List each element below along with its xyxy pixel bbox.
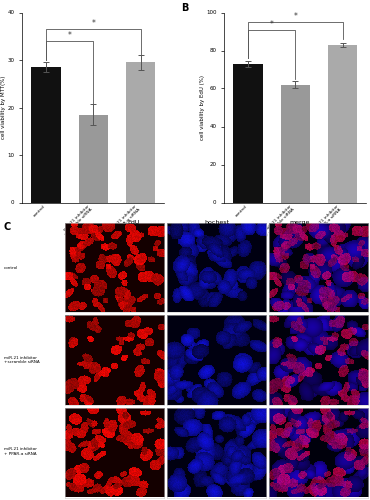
- Bar: [233, 64, 262, 202]
- Text: *: *: [270, 20, 273, 28]
- Text: C: C: [4, 222, 11, 232]
- Bar: [280, 84, 310, 202]
- Bar: [31, 67, 61, 202]
- Text: miR-21 inhibitor
+ PPAR-α siRNA: miR-21 inhibitor + PPAR-α siRNA: [4, 448, 37, 456]
- Text: *: *: [293, 12, 297, 21]
- Text: miR-21 inhibitor
+scramble siRNA: miR-21 inhibitor +scramble siRNA: [4, 356, 40, 364]
- Text: *: *: [68, 30, 71, 40]
- Bar: [126, 62, 155, 202]
- Text: hochest: hochest: [204, 220, 229, 225]
- Bar: [78, 114, 108, 202]
- Text: control: control: [4, 266, 18, 270]
- Text: *: *: [91, 18, 95, 28]
- Text: B: B: [181, 3, 189, 13]
- Y-axis label: cell viability by MTT(%): cell viability by MTT(%): [1, 76, 6, 139]
- Bar: [328, 45, 357, 203]
- Y-axis label: cell viability by EdU (%): cell viability by EdU (%): [199, 75, 205, 140]
- Text: EdU: EdU: [127, 220, 139, 225]
- Text: merge: merge: [289, 220, 310, 225]
